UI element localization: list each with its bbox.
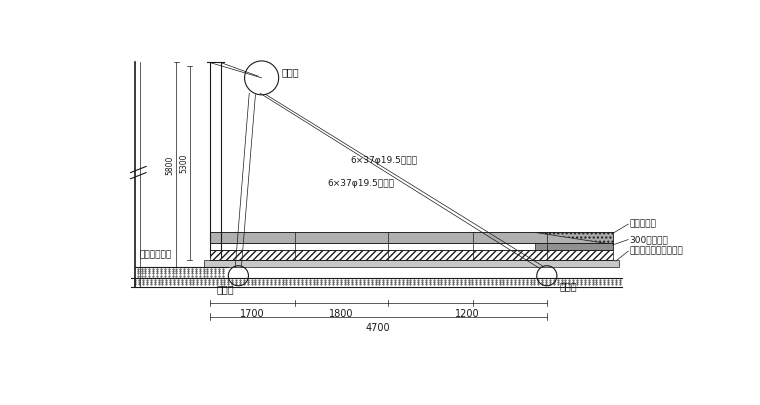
Text: 1700: 1700 — [240, 309, 264, 319]
Text: 5800: 5800 — [166, 155, 175, 175]
Text: 4700: 4700 — [366, 323, 391, 333]
Bar — [204, 260, 619, 267]
Text: 脚手板与型钉次梁固定: 脚手板与型钉次梁固定 — [630, 247, 683, 256]
Text: 1200: 1200 — [455, 309, 480, 319]
Text: 节点二: 节点二 — [282, 67, 299, 77]
Text: 300高挡脚板: 300高挡脚板 — [630, 235, 669, 244]
Text: 5300: 5300 — [179, 153, 188, 173]
Bar — [210, 232, 613, 243]
Text: 1800: 1800 — [329, 309, 353, 319]
Bar — [210, 243, 613, 250]
Bar — [535, 243, 613, 250]
Text: 节点三: 节点三 — [559, 281, 577, 292]
Bar — [210, 250, 613, 260]
Text: 主体结构模面: 主体结构模面 — [140, 250, 173, 260]
Text: 6×37φ19.5钉丝绳: 6×37φ19.5钉丝绳 — [351, 156, 418, 164]
Polygon shape — [535, 232, 613, 244]
Text: 6×37φ19.5钉丝绳: 6×37φ19.5钉丝绳 — [328, 179, 394, 188]
Text: 内设安全网: 内设安全网 — [630, 220, 657, 229]
Text: 节点一: 节点一 — [217, 285, 234, 294]
